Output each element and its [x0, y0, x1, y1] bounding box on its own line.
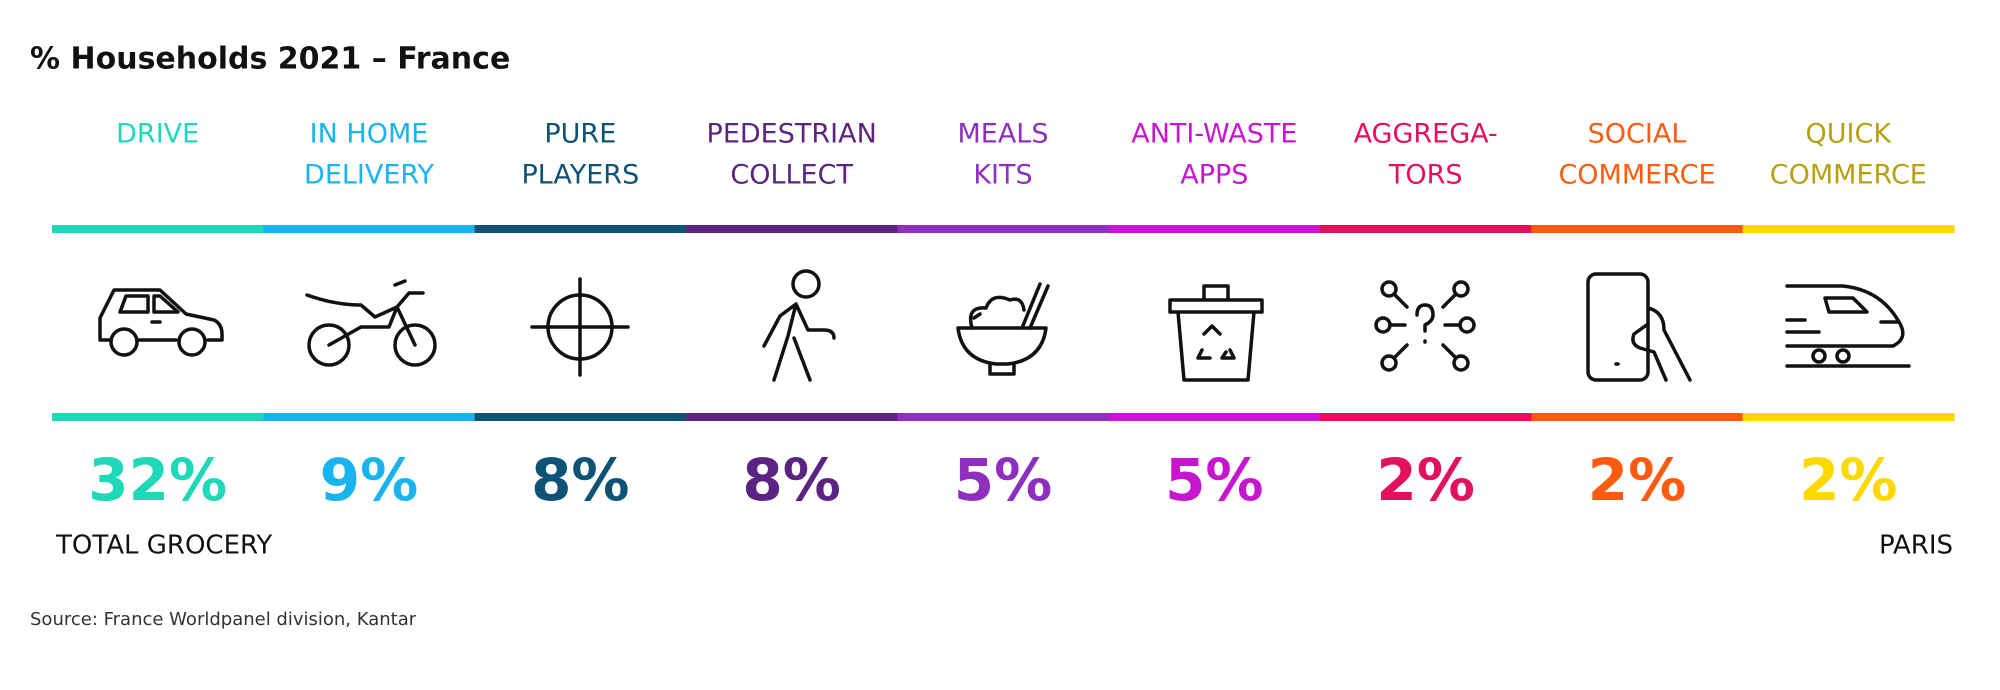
column-label: IN HOME: [310, 119, 429, 150]
column-label: APPS: [1180, 160, 1248, 191]
column-label: KITS: [973, 160, 1032, 191]
note-right: PARIS: [1879, 531, 1953, 561]
column-label: COMMERCE: [1558, 160, 1715, 191]
column-label: PURE: [544, 119, 616, 150]
title: % Households 2021 – France: [30, 42, 510, 77]
column-label: PLAYERS: [521, 160, 639, 191]
color-bar: [1108, 225, 1321, 233]
network-icon: [1374, 280, 1476, 372]
color-bar: [1742, 413, 1955, 421]
percent-value: 8%: [531, 446, 629, 514]
percent-value: 8%: [742, 446, 840, 514]
color-bar: [474, 225, 687, 233]
color-bar: [263, 225, 476, 233]
column-label: COMMERCE: [1770, 160, 1927, 191]
column-label: TORS: [1388, 160, 1463, 191]
source: Source: France Worldpanel division, Kant…: [30, 609, 417, 630]
target-icon: [530, 277, 630, 377]
bowl-icon: [956, 282, 1050, 376]
percent-value: 9%: [320, 446, 418, 514]
color-bar: [1531, 413, 1744, 421]
color-bar: [52, 225, 264, 233]
color-bar: [1320, 413, 1532, 421]
bin-icon: [1168, 284, 1264, 382]
percent-value: 2%: [1588, 446, 1686, 514]
color-bar: [897, 225, 1110, 233]
pedestrian-icon: [762, 269, 836, 382]
color-bar: [52, 413, 264, 421]
column-label: DELIVERY: [304, 160, 434, 191]
percent-value: 2%: [1799, 446, 1897, 514]
color-bar: [263, 413, 476, 421]
car-icon: [98, 288, 224, 357]
percent-value: 5%: [954, 446, 1052, 514]
column-label: DRIVE: [116, 119, 199, 150]
column-label: QUICK: [1806, 119, 1893, 150]
percent-value: 5%: [1165, 446, 1263, 514]
phone-icon: [1586, 272, 1692, 382]
column-label: PEDESTRIAN: [707, 119, 877, 150]
column-label: MEALS: [957, 119, 1048, 150]
color-bar: [474, 413, 687, 421]
column-label: ANTI-WASTE: [1131, 119, 1297, 150]
motorbike-icon: [305, 279, 437, 367]
column-label: COLLECT: [730, 160, 853, 191]
column-label: SOCIAL: [1588, 119, 1687, 150]
color-bar: [1531, 225, 1744, 233]
color-bar: [686, 413, 898, 421]
column-label: AGGREGA-: [1354, 119, 1498, 150]
color-bar: [897, 413, 1110, 421]
color-bar: [1742, 225, 1955, 233]
color-bar: [1320, 225, 1532, 233]
color-bar: [1108, 413, 1321, 421]
percent-value: 32%: [88, 446, 227, 514]
percent-value: 2%: [1376, 446, 1474, 514]
color-bar: [686, 225, 898, 233]
note-left: TOTAL GROCERY: [55, 531, 272, 561]
train-icon: [1785, 284, 1911, 368]
